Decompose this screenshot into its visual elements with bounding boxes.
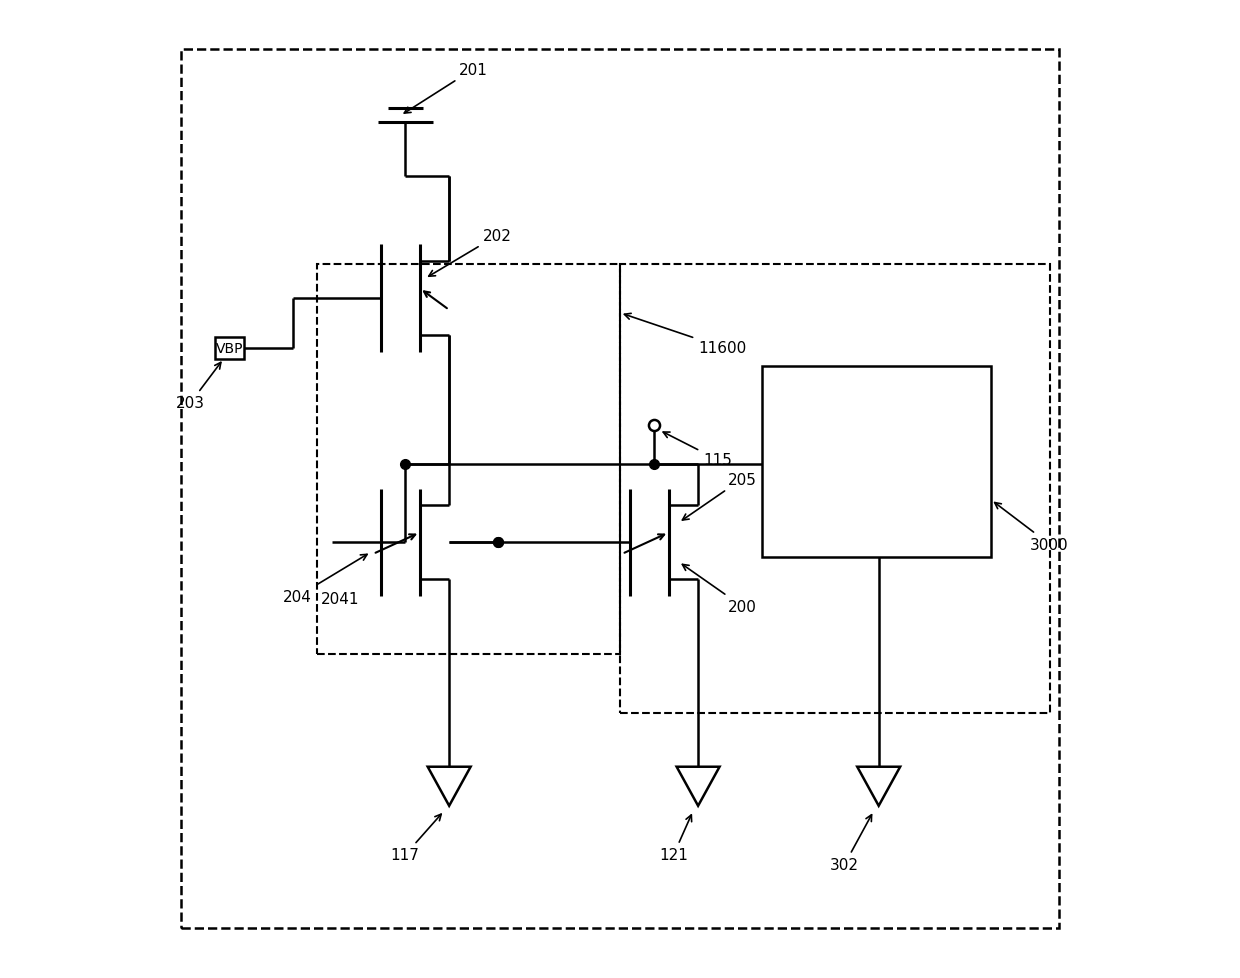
Bar (761, 367, 991, 557)
Text: 200: 200 (682, 565, 756, 614)
Text: 3000: 3000 (994, 503, 1069, 552)
Text: 205: 205 (682, 472, 756, 520)
Text: 2041: 2041 (321, 592, 360, 606)
Bar (215, 337, 244, 359)
Bar (317, 265, 620, 655)
Text: VBP: VBP (216, 341, 243, 356)
Text: 201: 201 (404, 63, 487, 114)
Text: 202: 202 (429, 228, 512, 277)
Text: 121: 121 (658, 815, 692, 863)
Bar (620, 265, 1049, 713)
Text: 203: 203 (176, 363, 221, 411)
Text: 302: 302 (830, 815, 872, 872)
Text: 11600: 11600 (625, 314, 746, 355)
Text: 204: 204 (283, 555, 367, 604)
Text: 115: 115 (663, 432, 732, 467)
Text: 117: 117 (391, 815, 441, 863)
